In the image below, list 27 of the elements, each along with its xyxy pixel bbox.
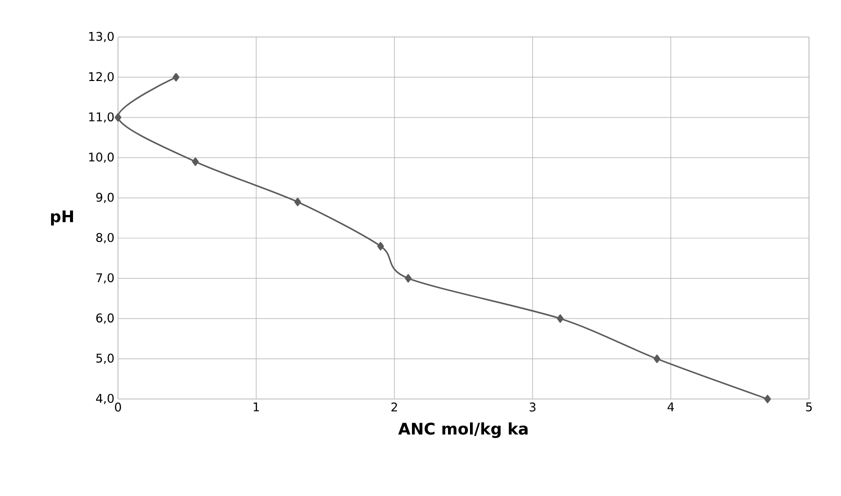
y-tick-label: 9,0 [96,192,114,204]
point [294,198,302,206]
x-tick-label: 1 [254,402,259,412]
point [192,157,199,166]
x-tick-label: 3 [530,402,536,412]
x-tick-label: 0 [114,402,122,412]
point [654,354,660,364]
x-axis-title: ANC mol/kg ka [398,422,528,438]
y-tick-label: 12,0 [89,72,114,82]
y-tick-label: 13,0 [89,32,114,42]
x-tick-label: 5 [806,402,812,412]
point [556,314,564,323]
y-tick-label: 10,0 [89,152,114,163]
y-tick-label: 4,0 [96,394,114,404]
y-tick-label: 7,0 [96,273,114,284]
y-tick-label: 8,0 [96,232,114,244]
y-tick-label: 6,0 [96,313,114,324]
point [172,72,180,82]
point [764,394,771,404]
y-tick-label: 5,0 [96,354,114,364]
x-tick-label: 4 [668,402,674,412]
point [114,113,122,122]
point [377,242,384,250]
x-tick-label: 2 [391,402,398,412]
point [404,274,412,283]
y-axis-title: pH [51,210,74,226]
y-tick-label: 11,0 [89,112,114,123]
